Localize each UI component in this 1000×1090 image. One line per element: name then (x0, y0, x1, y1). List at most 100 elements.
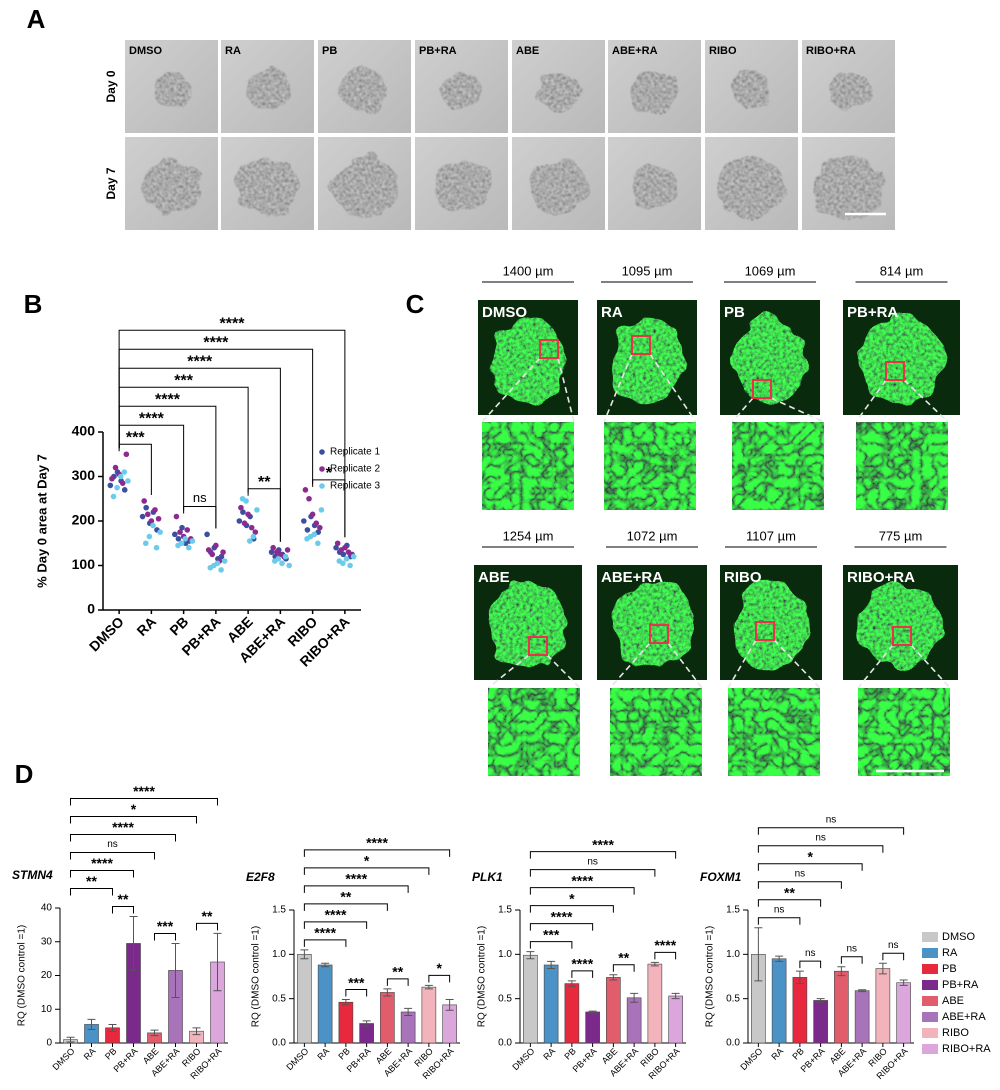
zoom-guide (855, 379, 949, 423)
significance-label: **** (654, 937, 676, 953)
organoid (492, 316, 564, 405)
data-point (243, 498, 249, 504)
significance-label: ns (826, 814, 837, 825)
data-point (286, 562, 292, 569)
bar (297, 954, 312, 1044)
significance-bracket (112, 905, 134, 914)
spheroid (441, 72, 482, 109)
significance-label: ns (815, 832, 826, 843)
significance-bracket (70, 815, 197, 824)
significance-bracket (612, 964, 635, 972)
error-bar (609, 974, 618, 981)
legend-swatch (922, 948, 938, 958)
bar (543, 964, 559, 1044)
data-point (182, 536, 189, 542)
significance-bracket (70, 833, 176, 842)
y-tick-label: 0.0 (726, 1038, 740, 1049)
zoom-image (732, 422, 824, 510)
data-point (318, 507, 325, 513)
data-point (254, 507, 260, 513)
y-tick-label: 0.5 (272, 993, 286, 1004)
significance-bracket (303, 921, 368, 929)
zoom-guide (731, 397, 825, 423)
legend-label: DMSO (942, 931, 975, 943)
data-point (144, 511, 151, 518)
zoom-image (610, 688, 702, 776)
error-bar (671, 992, 680, 1000)
data-point (109, 475, 115, 482)
data-point (139, 513, 146, 520)
scale-width: 1254 µm (503, 528, 554, 543)
data-point (142, 540, 149, 547)
error-bar (837, 966, 846, 977)
spheroid (528, 160, 589, 215)
significance-bracket (882, 952, 905, 961)
data-point (173, 513, 180, 520)
data-point (268, 549, 275, 555)
data-point (150, 522, 156, 529)
significance-bracket (183, 506, 217, 529)
significance-label: **** (220, 315, 246, 332)
significance-label: ** (202, 908, 213, 924)
legend-label: ABE (942, 995, 964, 1007)
chart-title: PLK1 (472, 870, 503, 884)
bar (606, 977, 621, 1044)
y-axis-label: % Day 0 area at Day 7 (34, 454, 49, 588)
spheroid (235, 158, 300, 217)
spheroid (826, 70, 871, 111)
scale-width: 1095 µm (622, 263, 673, 278)
data-point (179, 524, 185, 531)
legend-swatch (922, 1044, 938, 1054)
scale-width: 775 µm (879, 528, 923, 543)
significance-label: *** (174, 372, 193, 389)
roi-box (892, 626, 912, 646)
significance-bracket (154, 932, 176, 941)
significance-label: ** (258, 474, 271, 491)
x-tick-label: DMSO (284, 1046, 310, 1072)
data-point (153, 544, 160, 551)
y-tick-label: 0.0 (498, 1038, 512, 1049)
data-point (311, 531, 318, 538)
image-label: PB (724, 304, 745, 321)
bar (896, 982, 911, 1044)
bar (875, 968, 891, 1044)
significance-label: ns (193, 490, 207, 505)
data-point (333, 544, 339, 551)
error-bar (321, 962, 330, 968)
x-tick-label: PB (562, 1046, 578, 1062)
significance-bracket (571, 970, 594, 978)
data-point (340, 551, 347, 558)
significance-label: **** (314, 925, 336, 941)
significance-label: ns (107, 839, 118, 850)
roi-box (539, 339, 559, 359)
data-point (121, 469, 128, 475)
significance-bracket (70, 797, 218, 806)
significance-bracket (70, 869, 134, 878)
data-point (107, 482, 114, 489)
significance-label: ** (392, 964, 403, 980)
y-tick-label: 0.5 (498, 993, 512, 1004)
legend-swatch (922, 932, 938, 942)
data-point (241, 520, 248, 527)
data-point (238, 504, 244, 511)
error-bar (816, 998, 825, 1003)
error-bar (547, 960, 556, 970)
column-label: ABE+RA (612, 45, 658, 57)
data-point (342, 544, 348, 551)
panel-label: C (406, 289, 425, 319)
legend-label: RA (942, 947, 958, 959)
error-bar (66, 1036, 75, 1043)
significance-bracket (757, 827, 905, 835)
significance-bracket (757, 917, 801, 925)
x-tick-label: PB (790, 1046, 806, 1062)
significance-label: * (131, 801, 137, 817)
roi-box (755, 621, 775, 641)
image-label: RIBO+RA (847, 569, 915, 586)
data-point (302, 487, 309, 493)
spheroid (731, 72, 772, 109)
data-point (240, 509, 246, 515)
data-point (152, 507, 158, 513)
data-point (350, 553, 357, 560)
zoom-image (728, 688, 820, 776)
significance-label: * (569, 890, 575, 906)
